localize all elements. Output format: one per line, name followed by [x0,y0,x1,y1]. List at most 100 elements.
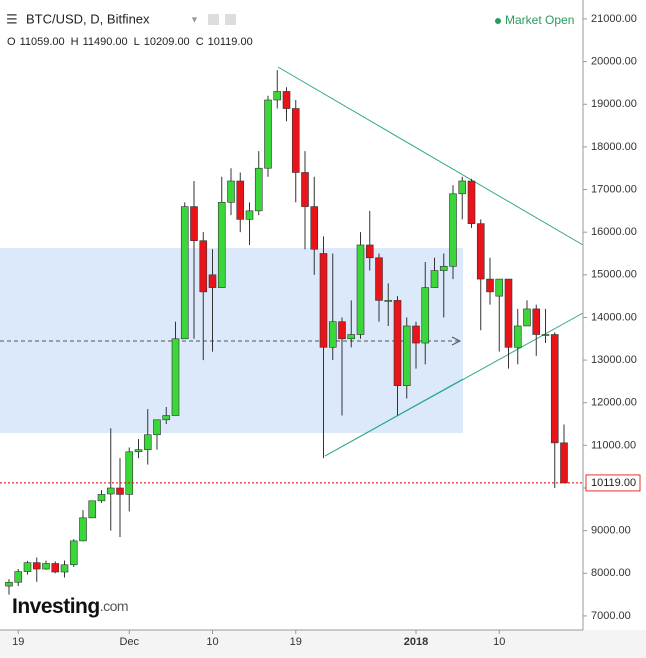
candle-body [245,210,254,220]
y-tick-label: 11000.00 [591,439,636,451]
candle-body [97,494,106,502]
x-tick-label: 10 [493,636,505,648]
candle-body [301,172,309,207]
y-tick-label: 19000.00 [591,98,637,110]
dropdown-icon[interactable]: ▼ [190,14,199,24]
candle-body [208,274,217,288]
candle-body [467,180,476,224]
candle-body [347,334,356,340]
candle-body [523,308,531,327]
candle-body [42,563,50,570]
candle-body [421,287,430,344]
candle-body [375,257,383,301]
candle-body [217,202,226,288]
y-tick-label: 18000.00 [591,141,637,153]
candle-body [171,338,180,416]
y-tick-label: 12000.00 [591,397,637,409]
candle-body [291,108,300,173]
candle-body [449,193,457,267]
y-tick-label: 16000.00 [591,226,637,238]
candle-body [5,581,13,587]
candle-body [319,253,328,348]
arrow-head [451,336,462,346]
candle-body [402,325,411,386]
candle-body [282,91,291,109]
trend-line [277,66,584,246]
candle-body [310,206,319,250]
candle-body [439,265,448,271]
y-tick-label: 7000.00 [591,610,631,622]
icon[interactable] [225,14,236,25]
x-tick-label: Dec [119,636,139,648]
trend-line [324,378,464,457]
candle-body [560,442,568,484]
candle-body [264,99,272,169]
candle-body [356,244,365,335]
candle-body [79,517,87,542]
y-tick-label: 15000.00 [591,269,637,281]
candle-body [338,321,346,340]
candle-body [69,540,78,566]
ohlc-value: 11490.00 [83,36,128,48]
candle-body [32,562,41,570]
x-tick-label: 2018 [404,636,428,648]
candle-body [190,206,198,242]
candle-body [328,321,337,348]
candle-body [125,451,134,495]
ohlc-label: L [134,36,140,48]
ohlc-label: C [196,36,204,48]
logo-name: Investing [12,595,100,618]
last-price-label: 10119.00 [591,477,636,489]
candle-body [199,240,208,293]
x-axis-band [0,630,646,658]
candle-body [14,571,23,583]
candle-body [143,434,152,450]
candle-body [486,278,494,293]
y-tick-label: 9000.00 [591,525,631,537]
logo-suffix: .com [100,598,128,614]
candle-body [236,180,245,220]
ohlc-label: H [71,36,79,48]
x-tick-label: 10 [206,636,218,648]
candle-body [60,564,69,573]
candle-body [532,308,541,335]
market-status: Market Open [505,13,574,27]
candle-body [116,487,124,495]
logo: Investing.com [12,595,128,618]
candle-body [162,415,171,421]
candle-body [495,278,504,297]
y-tick-label: 21000.00 [591,13,637,25]
candle-body [365,244,374,259]
candle-body [88,500,97,519]
y-tick-label: 8000.00 [591,567,631,579]
y-tick-label: 20000.00 [591,56,637,68]
y-tick-label: 17000.00 [591,183,637,195]
icon[interactable] [208,14,219,25]
candle-body [458,180,467,195]
last-price-box [585,474,641,492]
candle-body [550,334,559,444]
ohlc-value: 10209.00 [144,36,190,48]
candle-body [412,325,420,344]
candle-body [504,278,513,348]
candle-body [153,419,161,436]
candle-body [513,325,522,348]
candle-body [23,562,32,572]
chart-title: BTC/USD, D, Bitfinex [26,11,150,26]
y-tick-label: 14000.00 [591,311,637,323]
candle-body [430,270,439,288]
y-tick-label: 13000.00 [591,354,637,366]
candle-body [541,334,550,336]
candle-body [393,300,402,386]
candle-body [476,223,485,280]
candle-body [227,180,235,203]
candle-body [106,487,115,495]
status-dot [495,18,501,24]
x-tick-label: 19 [290,636,302,648]
candle-body [384,300,393,302]
candle-body [134,449,143,453]
candle-body [273,91,282,101]
ohlc-label: O [7,36,16,48]
menu-icon[interactable]: ☰ [6,11,18,26]
